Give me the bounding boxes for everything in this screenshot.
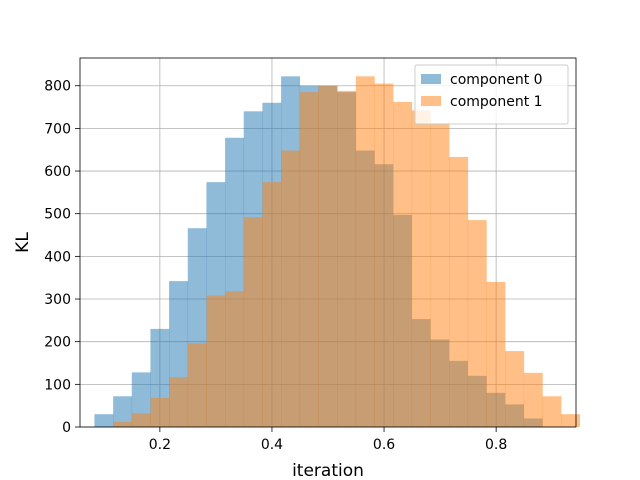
bar-series-1	[337, 90, 357, 427]
y-tick-label: 200	[44, 335, 71, 351]
bar-series-1	[262, 182, 282, 427]
y-tick-label: 800	[44, 79, 71, 95]
bar-series-1	[299, 92, 319, 427]
x-axis-label: iteration	[292, 461, 364, 480]
bar-series-1	[355, 76, 375, 427]
x-tick-label: 0.2	[149, 437, 171, 453]
legend-label: component 0	[450, 72, 543, 88]
legend-label: component 1	[450, 94, 543, 110]
y-tick-label: 600	[44, 164, 71, 180]
bar-series-1	[486, 281, 506, 427]
plot-frame	[79, 57, 577, 428]
bar-series-1	[318, 85, 338, 427]
bar-series-1	[225, 291, 245, 427]
histogram-bars	[94, 76, 581, 428]
y-tick-label: 300	[44, 292, 71, 308]
y-axis-label: KL	[13, 232, 33, 253]
y-tick-label: 700	[44, 121, 71, 137]
bar-series-1	[505, 351, 525, 427]
bar-series-1	[374, 83, 394, 428]
bar-series-1	[131, 413, 151, 427]
bar-series-1	[243, 217, 263, 427]
y-tick-label: 500	[44, 207, 71, 223]
tick-labels: 0.2 0.4 0.6 0.8 0 100 200 300 400 500 600 700 800	[44, 79, 507, 453]
bar-series-1	[542, 396, 562, 427]
bar-series-1	[150, 397, 170, 427]
y-tick-label: 100	[44, 377, 71, 393]
bar-series-1	[393, 101, 413, 428]
bar-series-1	[187, 343, 207, 427]
bar-series-1	[113, 421, 133, 427]
bar-series-1	[523, 372, 543, 427]
bar-series-1	[561, 414, 581, 427]
legend: component 0 component 1	[414, 64, 569, 125]
legend-box	[414, 64, 569, 125]
bar-series-1	[449, 156, 469, 427]
bar-series-0	[94, 414, 114, 427]
legend-swatch	[421, 96, 441, 106]
y-tick-label: 400	[44, 249, 71, 265]
bar-series-1	[169, 377, 189, 427]
x-tick-label: 0.4	[261, 437, 283, 453]
bar-series-1	[206, 295, 226, 427]
x-tick-label: 0.6	[373, 437, 395, 453]
bar-series-1	[411, 110, 431, 427]
x-tick-label: 0.8	[485, 437, 507, 453]
bar-series-0	[113, 396, 133, 427]
y-tick-label: 0	[62, 420, 71, 436]
legend-swatch	[421, 74, 441, 84]
axes	[75, 57, 577, 432]
bar-series-1	[467, 220, 487, 427]
bar-series-1	[281, 150, 301, 427]
bar-series-1	[430, 123, 450, 427]
